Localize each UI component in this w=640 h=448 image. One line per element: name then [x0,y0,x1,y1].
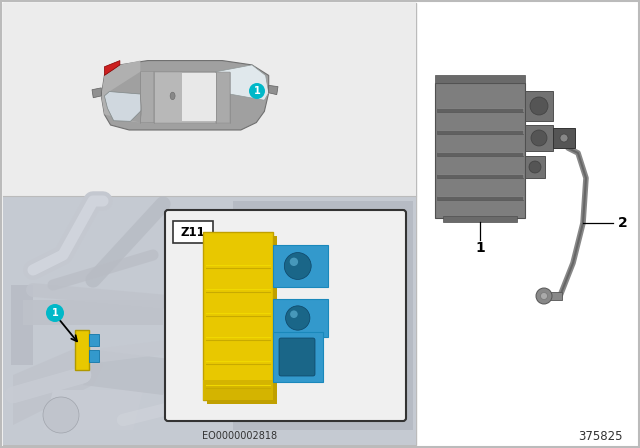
Bar [273,299,328,337]
Circle shape [46,304,64,322]
Circle shape [560,134,568,142]
FancyBboxPatch shape [279,338,315,376]
Bar [273,332,323,382]
Circle shape [285,306,310,330]
Bar [437,130,523,134]
Bar [89,350,99,362]
Bar [207,236,277,404]
Polygon shape [233,201,413,430]
Text: 1: 1 [52,308,58,318]
Polygon shape [101,60,140,123]
Bar [437,108,523,112]
Text: 2: 2 [618,216,628,230]
Circle shape [284,253,311,280]
Polygon shape [23,300,163,325]
Bar [173,221,213,243]
Ellipse shape [170,92,175,99]
Polygon shape [154,72,216,123]
Circle shape [541,293,547,300]
Circle shape [536,288,552,304]
Bar [273,245,328,287]
Text: 1: 1 [253,86,260,96]
Bar [89,334,99,346]
Circle shape [530,97,548,115]
Bar [525,125,553,151]
FancyBboxPatch shape [165,210,406,421]
Circle shape [188,285,218,315]
Bar [3,3,416,196]
Bar [203,380,273,400]
Polygon shape [92,88,101,98]
Polygon shape [43,390,143,430]
Polygon shape [101,60,269,130]
Bar [3,3,416,445]
Bar [435,75,525,83]
Circle shape [43,397,79,433]
Bar [435,83,525,218]
Polygon shape [216,72,230,123]
Bar [553,128,575,148]
Bar [525,156,545,178]
Circle shape [531,130,547,146]
Polygon shape [13,345,103,425]
Circle shape [166,368,190,392]
Text: 375825: 375825 [578,430,622,443]
Text: 1: 1 [475,241,485,255]
Circle shape [290,258,298,266]
Polygon shape [104,60,120,75]
Bar [548,292,562,300]
Circle shape [331,253,375,297]
Text: EO0000002818: EO0000002818 [202,431,278,441]
Circle shape [249,83,265,99]
Bar [3,196,416,445]
Bar [443,216,517,222]
Polygon shape [216,65,269,100]
Text: Z11: Z11 [180,225,205,238]
Bar [75,330,89,370]
Bar [437,174,523,178]
Bar [437,196,523,200]
Polygon shape [83,350,178,395]
Polygon shape [104,91,141,121]
Circle shape [290,310,298,318]
Polygon shape [11,285,33,365]
Bar [525,91,553,121]
Polygon shape [140,72,154,123]
Polygon shape [182,73,216,121]
Bar [203,232,273,400]
Polygon shape [140,72,230,123]
Circle shape [529,161,541,173]
Polygon shape [269,86,278,95]
Bar [437,152,523,156]
